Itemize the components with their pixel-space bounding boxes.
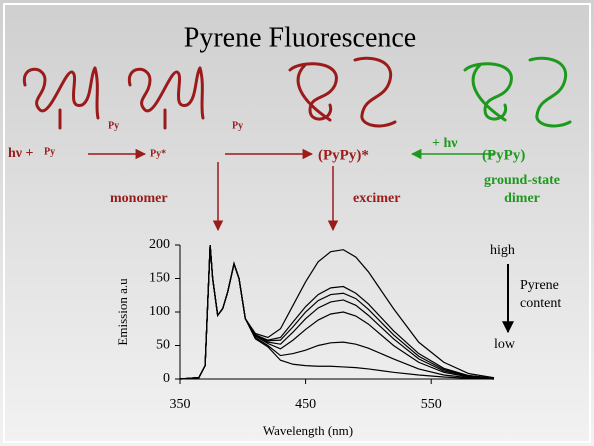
py-label: Py [108, 120, 119, 131]
hv-plus: hν + [8, 146, 34, 161]
y-tick-label: 50 [156, 338, 170, 353]
series-line [179, 244, 495, 380]
title: Pyrene Fluorescence [184, 22, 416, 53]
x-axis-label: Wavelength (nm) [263, 423, 353, 438]
dimer-pair: (PyPy) [482, 147, 525, 163]
dimer: dimer [504, 191, 540, 206]
x-tick-label: 350 [170, 397, 191, 412]
plus-hv: + hν [432, 136, 458, 151]
excimer: excimer [353, 191, 400, 206]
py-label: Py [232, 120, 243, 131]
y-tick-label: 200 [149, 237, 170, 252]
low: low [494, 337, 516, 352]
chains [22, 56, 397, 130]
y-axis-label: Emission a.u [115, 278, 130, 346]
py-label: Py [44, 146, 55, 157]
frame [3, 3, 591, 443]
pyrene: Pyrene [520, 278, 559, 293]
arrows [88, 148, 514, 334]
y-tick-label: 100 [149, 304, 170, 319]
ground-state: ground-state [484, 173, 560, 188]
y-tick-label: 150 [149, 271, 170, 286]
high: high [490, 243, 515, 258]
py-star: Py* [150, 148, 166, 159]
excimer-pair: (PyPy)* [318, 147, 369, 163]
y-tick-label: 0 [163, 371, 170, 386]
x-tick-label: 550 [421, 397, 442, 412]
green-chain [463, 56, 572, 128]
x-tick-label: 450 [295, 397, 316, 412]
monomer: monomer [110, 191, 168, 206]
content: content [520, 296, 561, 311]
